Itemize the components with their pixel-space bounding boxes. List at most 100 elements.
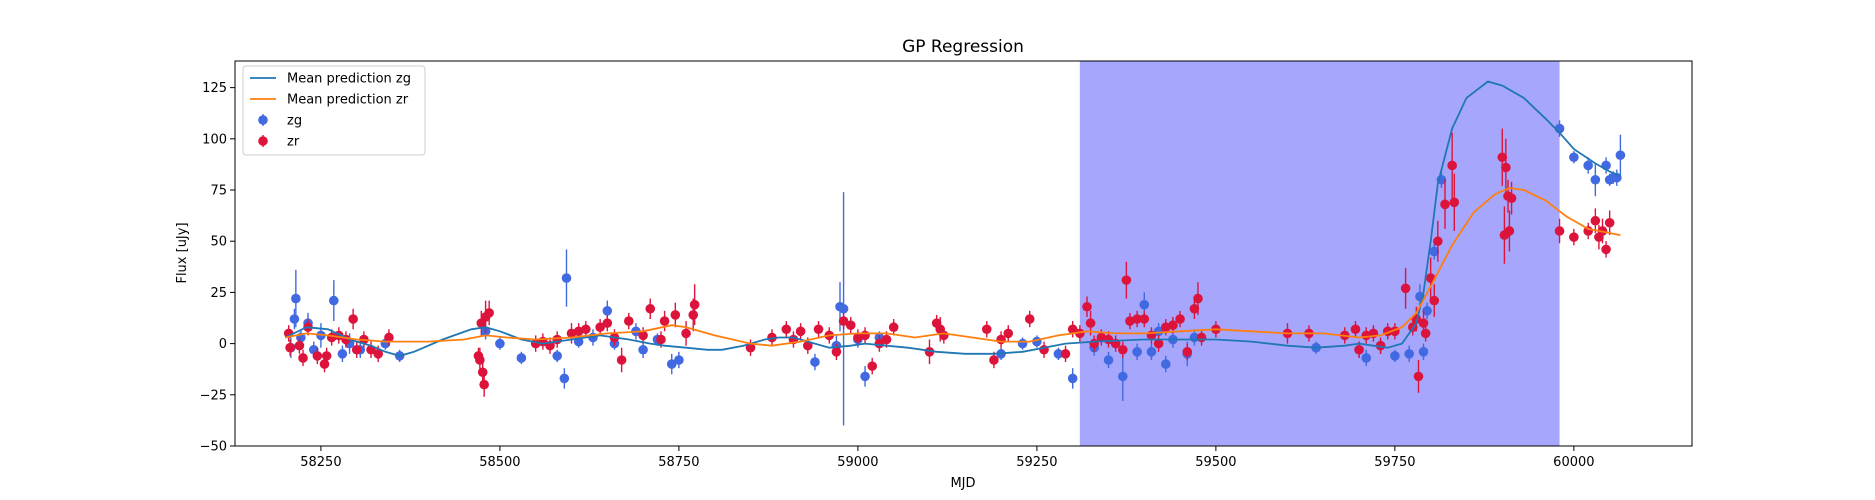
data-point-zg [666, 359, 677, 369]
data-point-zr [1085, 318, 1096, 328]
data-point-zg [1615, 150, 1626, 161]
data-point-zg [860, 371, 870, 382]
data-point-zg [1053, 349, 1064, 359]
data-point-zr [767, 332, 777, 343]
series-line-Mean-prediction-zg [284, 80, 1621, 357]
data-point-zr [285, 342, 295, 353]
data-point-zg [1590, 174, 1601, 185]
data-point-zr [638, 330, 648, 341]
data-point-zr [745, 342, 756, 353]
data-point-zr [645, 303, 656, 314]
data-point-zr [1003, 328, 1014, 339]
data-point-zr [1429, 295, 1440, 306]
data-point-zr [802, 340, 813, 351]
data-point-zr [1182, 346, 1193, 357]
data-point-zr [831, 346, 842, 357]
data-point-zr [477, 367, 488, 378]
legend-box [242, 65, 426, 156]
data-point-zr [351, 344, 362, 355]
data-point-zr [795, 326, 806, 337]
data-point-zg [552, 351, 562, 361]
data-point-zr [1501, 162, 1511, 173]
data-point-zg [1583, 160, 1593, 171]
data-point-zr [1175, 314, 1185, 324]
x-tick-label: 59250 [1016, 455, 1057, 470]
data-point-zr [1604, 217, 1615, 228]
data-point-zr [813, 324, 824, 335]
axes-frame [234, 60, 1693, 447]
data-point-zr [1350, 324, 1361, 335]
highlighted-interval [1079, 61, 1560, 446]
data-point-zr [656, 334, 666, 345]
x-tick-label: 58500 [479, 455, 520, 470]
data-point-zr [1506, 193, 1517, 204]
series-line-Mean-prediction-zr [284, 187, 1621, 347]
data-point-zr [989, 355, 999, 365]
data-point-zr [479, 379, 489, 390]
chart-title: GP Regression [902, 37, 1024, 57]
data-point-zr [1418, 318, 1429, 328]
data-point-zr [1139, 314, 1150, 324]
y-tick-label: 25 [210, 286, 227, 301]
x-tick-label: 59750 [1374, 455, 1415, 470]
data-point-zr [688, 310, 699, 320]
data-point-zr [1420, 328, 1431, 339]
data-point-zg [1017, 338, 1028, 349]
data-point-zg [1139, 299, 1150, 310]
data-point-zr [1447, 160, 1457, 171]
data-point-zr [602, 318, 613, 328]
data-point-zg [1422, 306, 1432, 316]
data-point-zr [1067, 324, 1078, 335]
y-tick-label: 125 [202, 81, 227, 96]
y-tick-label: 50 [210, 235, 227, 250]
data-point-zr [1375, 340, 1386, 351]
x-tick-label: 59500 [1195, 455, 1236, 470]
data-point-zr [484, 308, 494, 318]
data-point-zg [1118, 371, 1128, 382]
data-point-zg [1361, 353, 1372, 363]
data-point-zr [981, 324, 992, 335]
data-point-zr [1497, 152, 1508, 163]
legend: Mean prediction zg Mean prediction zr zg zr [242, 65, 426, 156]
data-point-zr [1440, 199, 1450, 210]
data-point-zr [1075, 328, 1085, 339]
data-point-zr [888, 322, 899, 333]
data-point-zg [1160, 359, 1171, 369]
data-point-zg [1067, 373, 1078, 384]
x-tick-label: 58250 [300, 455, 341, 470]
data-point-zg [810, 357, 820, 367]
data-point-zg [638, 344, 648, 355]
data-point-zr [1601, 244, 1611, 255]
data-point-zr [924, 346, 935, 357]
data-point-zr [860, 330, 870, 341]
data-point-zr [939, 330, 949, 341]
data-point-zg [1569, 152, 1579, 163]
data-point-zg [1390, 351, 1400, 361]
data-point-zr [623, 316, 634, 326]
data-point-zr [1433, 236, 1443, 247]
x-tick-label: 58750 [658, 455, 699, 470]
data-point-zr [838, 316, 849, 326]
y-tick-label: 100 [202, 132, 227, 147]
data-point-zr [881, 334, 892, 345]
legend-point-marker [258, 136, 268, 146]
data-point-zr [670, 310, 681, 320]
x-axis-ticks: 58250 58500 58750 59000 59250 59500 59750 60000 [300, 446, 1595, 470]
data-point-zr [1449, 197, 1460, 208]
data-point-zr [319, 359, 330, 369]
data-point-zg [1132, 346, 1142, 357]
data-point-zr [1590, 215, 1601, 226]
y-tick-label: −25 [200, 388, 227, 403]
y-tick-label: 0 [219, 337, 227, 352]
data-point-zg [495, 338, 505, 349]
data-point-zr [1132, 314, 1142, 324]
data-point-zg [1153, 326, 1164, 337]
data-point-zr [1189, 303, 1200, 314]
data-point-zr [1060, 349, 1071, 359]
data-point-zr [1400, 283, 1411, 294]
data-point-zg [289, 314, 300, 324]
series-zr [283, 128, 1615, 397]
data-point-zg [602, 306, 613, 316]
data-point-zr [845, 320, 856, 330]
x-tick-label: 60000 [1553, 455, 1594, 470]
